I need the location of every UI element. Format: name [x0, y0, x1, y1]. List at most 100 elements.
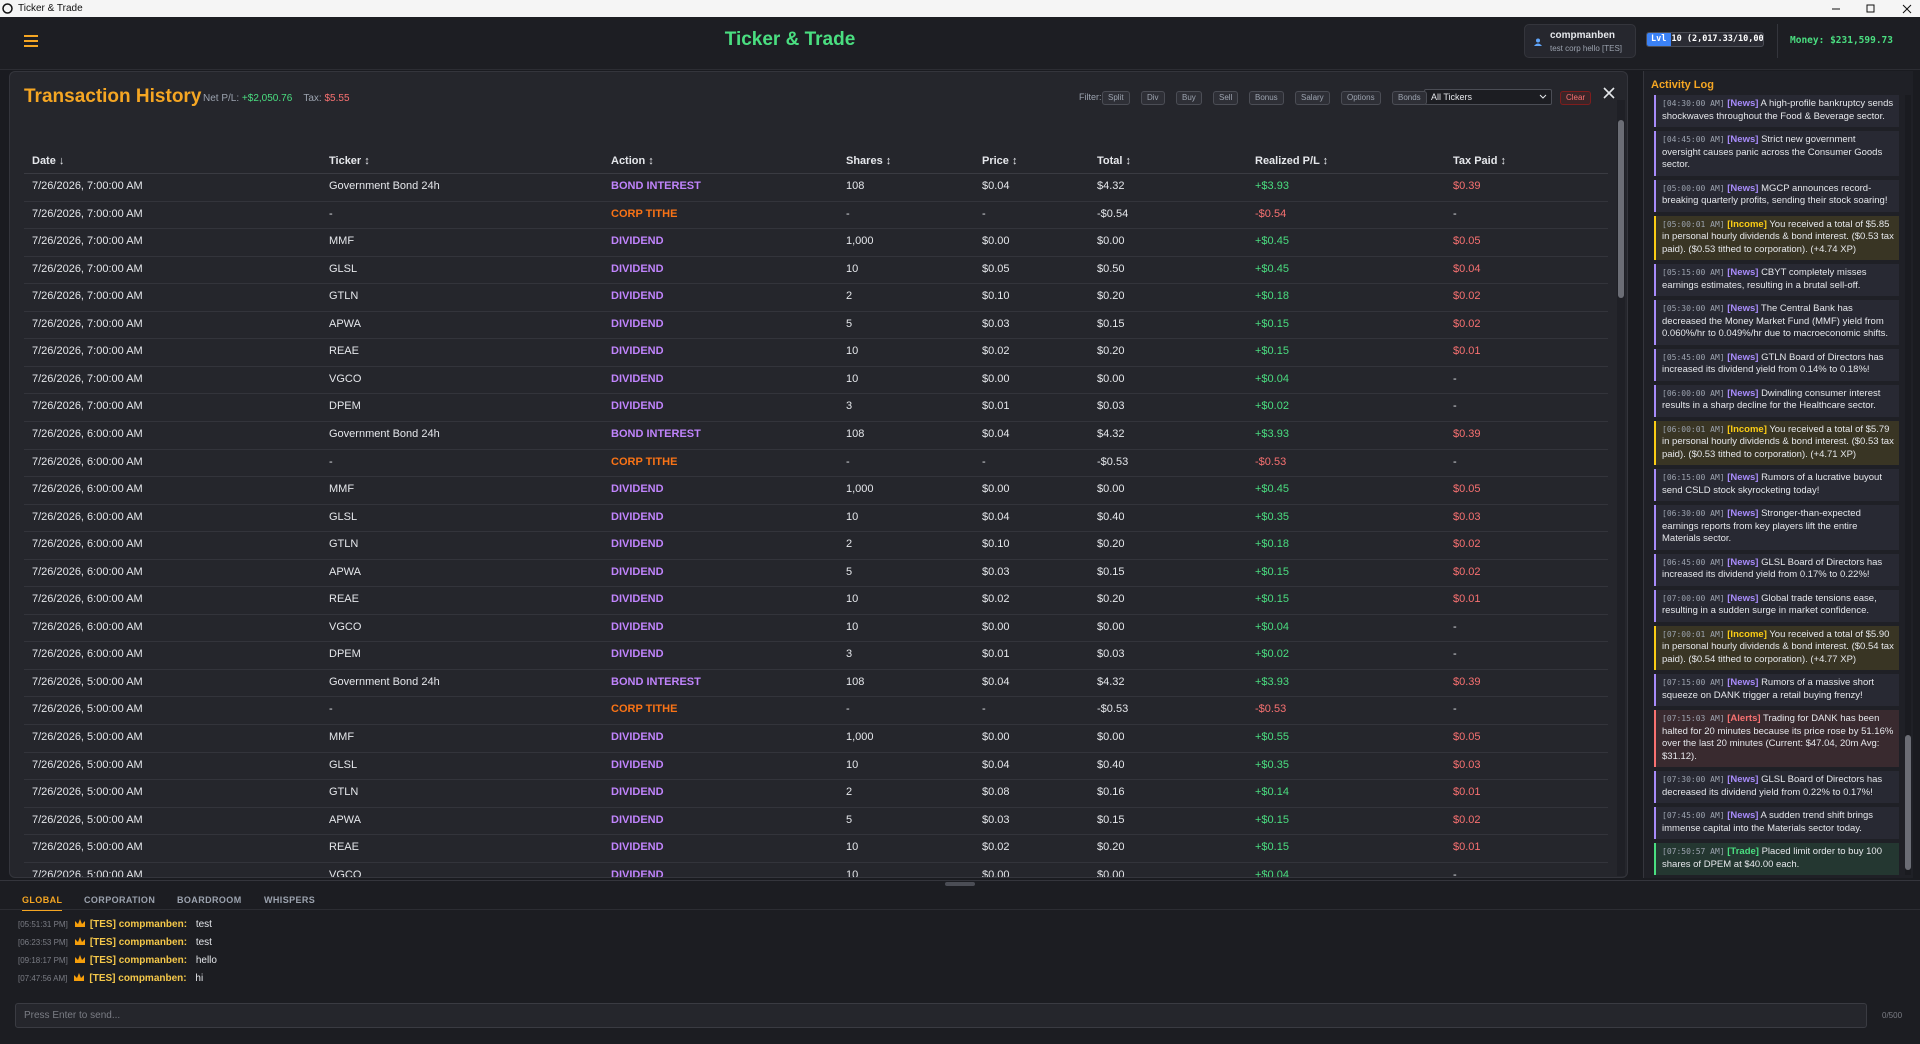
- table-cell: +$0.45: [1255, 235, 1289, 248]
- table-cell: 7/26/2026, 5:00:00 AM: [32, 731, 143, 743]
- app-title: Ticker & Trade: [724, 29, 856, 50]
- table-cell: 7/26/2026, 7:00:00 AM: [32, 262, 143, 275]
- row-line: [24, 200, 1608, 202]
- table-cell: DPEM: [329, 400, 361, 413]
- column-header[interactable]: Ticker ↕: [329, 155, 370, 167]
- table-cell: $0.00: [982, 868, 1010, 877]
- log-text: You received a total of $5.79 in persona…: [1662, 423, 1894, 460]
- log-text: Stronger-than-expected earnings reports …: [1662, 508, 1861, 544]
- table-cell: DIVIDEND: [611, 235, 664, 248]
- column-header[interactable]: Action ↕: [611, 155, 654, 167]
- row-line: [24, 668, 1608, 670]
- log-tag: [Income]: [1727, 423, 1767, 435]
- window-controls[interactable]: [1830, 4, 1915, 14]
- row-line: [24, 310, 1608, 312]
- row-line: [24, 558, 1608, 560]
- table-cell: $4.32: [1097, 427, 1125, 440]
- user-box[interactable]: compmanben test corp hello [TES]: [1524, 24, 1636, 58]
- column-header[interactable]: Price ↕: [982, 155, 1018, 167]
- chat-tab[interactable]: GLOBAL: [22, 895, 63, 911]
- filter-button[interactable]: Bonds: [1392, 91, 1427, 105]
- chat-tab[interactable]: BOARDROOM: [177, 895, 242, 905]
- close-button[interactable]: [1603, 87, 1615, 99]
- message-user[interactable]: [TES] compmanben:: [89, 919, 188, 930]
- header-line: [24, 173, 1608, 174]
- column-header[interactable]: Total ↕: [1097, 155, 1132, 167]
- filter-button[interactable]: Bonus: [1249, 91, 1284, 105]
- table-cell: DIVIDEND: [611, 565, 664, 578]
- table-cell: CORP TITHE: [611, 703, 678, 716]
- chat-input[interactable]: Press Enter to send...: [15, 1003, 1867, 1028]
- column-header[interactable]: Date ↓: [32, 155, 65, 167]
- filter-button[interactable]: Div: [1141, 91, 1165, 105]
- table-cell: 108: [846, 180, 865, 192]
- app-icon: [2, 3, 13, 14]
- table-cell: DIVIDEND: [611, 841, 664, 854]
- table-cell: 7/26/2026, 5:00:00 AM: [32, 675, 143, 688]
- table-cell: $0.04: [1453, 262, 1481, 275]
- scrollbar-thumb[interactable]: [1618, 120, 1624, 298]
- table-cell: REAE: [329, 345, 359, 358]
- filter-button[interactable]: Split: [1102, 91, 1130, 105]
- message-user[interactable]: [TES] compmanben:: [89, 955, 188, 966]
- log-time: [05:00:01 AM]: [1662, 219, 1725, 229]
- log-time: [05:15:00 AM]: [1662, 268, 1725, 277]
- table-cell: VGCO: [329, 372, 362, 385]
- row-line: [24, 834, 1608, 836]
- ticker-select[interactable]: All Tickers: [1424, 89, 1552, 105]
- column-header[interactable]: Shares ↕: [846, 155, 892, 167]
- table-cell: $0.40: [1097, 510, 1125, 523]
- table-cell: APWA: [329, 317, 361, 330]
- message-text: test: [195, 919, 212, 930]
- log-scrollbar-thumb[interactable]: [1905, 735, 1911, 870]
- log-text: CBYT completely misses earnings estimate…: [1662, 267, 1867, 291]
- chat-tab[interactable]: WHISPERS: [264, 895, 316, 905]
- message-time: [09:18:17 PM]: [18, 956, 68, 965]
- summary: Net P/L: +$2,050.76 Tax: $5.55: [203, 93, 350, 104]
- chat-tab[interactable]: CORPORATION: [84, 895, 156, 905]
- table-cell: +$3.93: [1255, 427, 1289, 440]
- menu-button[interactable]: [23, 34, 39, 48]
- filter-button[interactable]: Options: [1341, 91, 1381, 105]
- filter-button[interactable]: Sell: [1213, 91, 1239, 105]
- log-tag: [News]: [1727, 303, 1759, 314]
- table-cell: $0.04: [982, 180, 1010, 192]
- table-cell: +$0.02: [1255, 648, 1289, 661]
- table-cell: $0.00: [982, 372, 1010, 385]
- clear-button[interactable]: Clear: [1560, 91, 1592, 105]
- table-cell: 7/26/2026, 7:00:00 AM: [32, 290, 143, 303]
- column-header[interactable]: Realized P/L ↕: [1255, 155, 1329, 167]
- resize-handle[interactable]: [945, 882, 975, 886]
- tax-label: Tax:: [303, 93, 322, 104]
- log-entries: low, fueling a massive global market boo…: [1654, 95, 1899, 875]
- log-entry: [05:15:00 AM] [News] CBYT completely mis…: [1654, 264, 1899, 296]
- filter-button[interactable]: Buy: [1176, 91, 1202, 105]
- table-cell: Government Bond 24h: [329, 427, 440, 440]
- message-user[interactable]: [TES] compmanben:: [89, 973, 187, 984]
- log-entry: [07:50:57 AM] [Trade] Placed limit order…: [1654, 843, 1899, 875]
- log-tag: [News]: [1727, 472, 1759, 483]
- table-cell: BOND INTEREST: [611, 675, 701, 688]
- log-text: You received a total of $5.90 in persona…: [1662, 628, 1894, 665]
- log-time: [06:15:00 AM]: [1662, 473, 1725, 482]
- table-cell: +$0.04: [1255, 372, 1289, 385]
- table-cell: +$0.18: [1255, 538, 1289, 551]
- message-user[interactable]: [TES] compmanben:: [89, 937, 188, 948]
- table-cell: $0.10: [982, 538, 1010, 551]
- filter-button[interactable]: Salary: [1295, 91, 1330, 105]
- row-line: [24, 365, 1608, 367]
- table-cell: +$0.02: [1255, 400, 1289, 413]
- column-header[interactable]: Tax Paid ↕: [1453, 155, 1506, 167]
- modal-title: Transaction History: [24, 86, 202, 107]
- table-cell: -$0.53: [1097, 703, 1129, 716]
- table-cell: $0.10: [982, 290, 1010, 303]
- table-cell: $0.00: [982, 620, 1010, 633]
- table-cell: 3: [846, 400, 853, 413]
- table-cell: +$0.45: [1255, 262, 1289, 275]
- log-time: [07:50:57 AM]: [1662, 847, 1725, 856]
- table-cell: -: [846, 455, 850, 468]
- table-cell: $0.00: [1097, 483, 1125, 496]
- table-cell: -: [846, 703, 850, 716]
- table-cell: $0.00: [982, 483, 1010, 496]
- table-cell: $0.20: [1097, 841, 1125, 854]
